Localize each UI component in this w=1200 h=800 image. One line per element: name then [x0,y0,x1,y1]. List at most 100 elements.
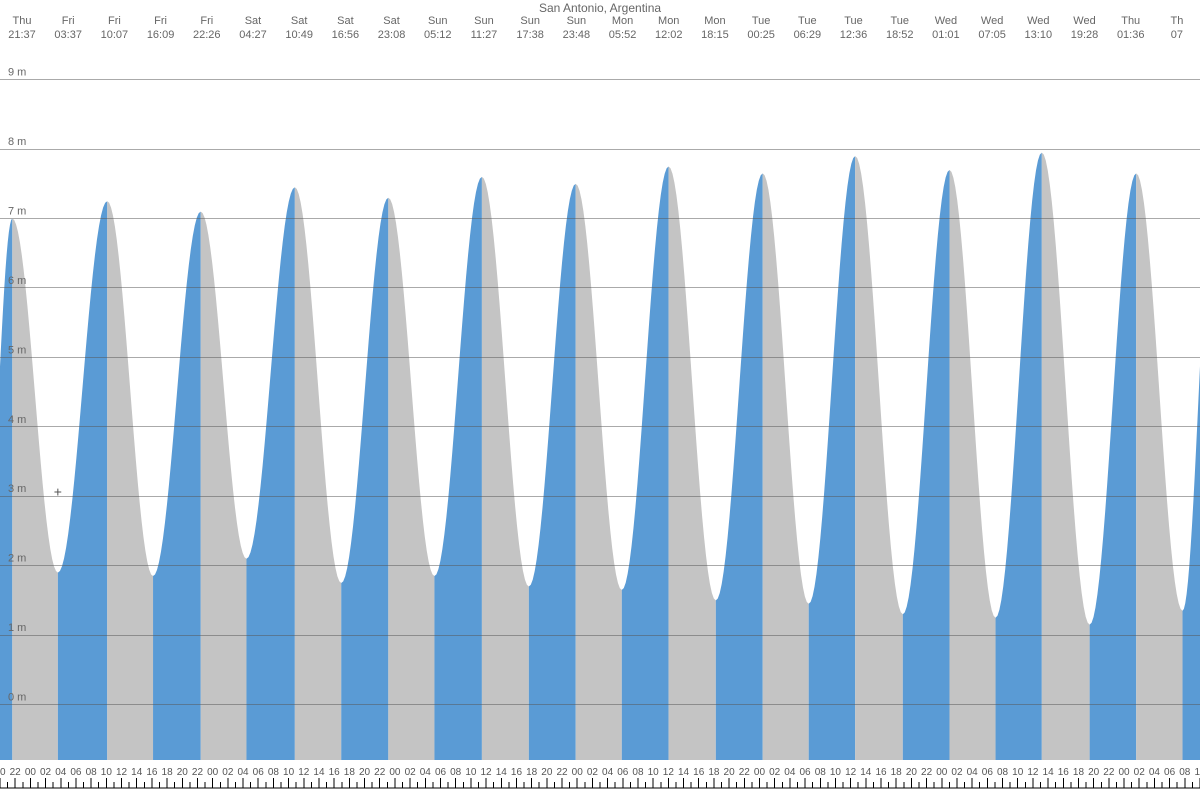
x-tick-label: 20 [177,767,189,778]
top-time-label: 04:27 [239,29,267,41]
top-time-label: 11:27 [471,29,498,41]
x-tick-label: 16 [329,767,341,778]
x-tick-label: 12 [116,767,128,778]
x-tick-label: 06 [435,767,447,778]
top-time-label: 19:28 [1071,29,1099,41]
top-labels: Thu21:37Fri03:37Fri10:07Fri16:09Fri22:26… [8,15,1183,41]
top-time-label: 07:05 [978,29,1006,41]
x-tick-label: 04 [602,767,614,778]
x-tick-label: 22 [10,767,22,778]
top-time-label: 10:49 [285,29,313,41]
top-time-label: 12:36 [840,29,868,41]
x-tick-label: 00 [389,767,401,778]
chart-title: San Antonio, Argentina [539,1,661,15]
tide-chart: 0 m1 m2 m3 m4 m5 m6 m7 m8 m9 mSan Antoni… [0,0,1200,800]
top-time-label: 23:48 [563,29,591,41]
top-time-label: 06:29 [794,29,822,41]
x-tick-label: 18 [162,767,174,778]
top-day-label: Tue [890,15,909,27]
y-tick-label: 7 m [8,206,26,218]
x-tick-label: 12 [663,767,675,778]
x-tick-label: 18 [344,767,356,778]
x-tick-label: 08 [815,767,827,778]
top-day-label: Fri [62,15,75,27]
x-tick-label: 14 [131,767,143,778]
x-tick-label: 20 [541,767,553,778]
x-tick-label: 16 [693,767,705,778]
x-tick-label: 08 [268,767,280,778]
top-time-label: 03:37 [54,29,82,41]
top-day-label: Wed [1073,15,1095,27]
x-tick-label: 00 [936,767,948,778]
x-tick-label: 00 [1118,767,1130,778]
top-day-label: Tue [798,15,817,27]
x-tick-label: 22 [921,767,933,778]
x-tick-label: 04 [55,767,67,778]
x-tick-label: 04 [967,767,979,778]
y-tick-label: 1 m [8,622,26,634]
x-tick-label: 20 [0,767,6,778]
top-time-label: 16:56 [332,29,360,41]
x-tick-label: 06 [617,767,629,778]
top-time-label: 00:25 [747,29,775,41]
x-tick-label: 00 [754,767,766,778]
x-tick-label: 16 [875,767,887,778]
top-day-label: Sat [337,15,354,27]
top-day-label: Sat [383,15,400,27]
top-time-label: 05:52 [609,29,637,41]
x-tick-label: 10 [283,767,295,778]
x-tick-label: 06 [982,767,994,778]
tide-chart-svg: 0 m1 m2 m3 m4 m5 m6 m7 m8 m9 mSan Antoni… [0,0,1200,800]
x-tick-label: 02 [40,767,52,778]
top-time-label: 18:52 [886,29,914,41]
x-tick-label: 10 [830,767,842,778]
x-tick-label: 00 [207,767,219,778]
x-tick-label: 04 [237,767,249,778]
x-tick-label: 02 [1134,767,1146,778]
y-tick-label: 8 m [8,136,26,148]
top-day-label: Sun [474,15,494,27]
top-day-label: Sat [291,15,308,27]
x-tick-label: 08 [450,767,462,778]
x-tick-label: 12 [1027,767,1039,778]
x-tick-label: 14 [1043,767,1055,778]
top-time-label: 22:26 [193,29,221,41]
x-tick-label: 04 [420,767,432,778]
top-day-label: Fri [200,15,213,27]
x-tick-label: 04 [1149,767,1161,778]
x-tick-label: 20 [906,767,918,778]
top-day-label: Tue [752,15,771,27]
x-tick-label: 22 [374,767,386,778]
x-tick-label: 22 [739,767,751,778]
top-day-label: Thu [1121,15,1140,27]
x-tick-label: 16 [511,767,523,778]
top-day-label: Sun [520,15,540,27]
top-day-label: Th [1170,15,1183,27]
x-tick-label: 10 [465,767,477,778]
top-day-label: Fri [154,15,167,27]
y-tick-label: 2 m [8,553,26,565]
x-tick-label: 16 [146,767,158,778]
x-tick-label: 18 [1073,767,1085,778]
x-tick-label: 18 [891,767,903,778]
top-time-label: 07 [1171,29,1183,41]
top-day-label: Sun [428,15,448,27]
x-tick-label: 18 [526,767,538,778]
top-day-label: Wed [1027,15,1049,27]
top-time-label: 12:02 [655,29,683,41]
bottom-axis: 2022000204060810121416182022000204060810… [0,767,1200,788]
x-tick-label: 22 [1103,767,1115,778]
x-tick-label: 16 [1058,767,1070,778]
top-time-label: 13:10 [1025,29,1053,41]
x-tick-label: 06 [1164,767,1176,778]
x-tick-label: 22 [192,767,204,778]
x-tick-label: 12 [845,767,857,778]
top-day-label: Wed [935,15,957,27]
top-time-label: 17:38 [516,29,544,41]
top-day-label: Tue [844,15,863,27]
y-tick-label: 4 m [8,414,26,426]
x-tick-label: 14 [678,767,690,778]
top-day-label: Sun [567,15,587,27]
top-time-label: 01:01 [932,29,960,41]
x-tick-label: 12 [481,767,493,778]
